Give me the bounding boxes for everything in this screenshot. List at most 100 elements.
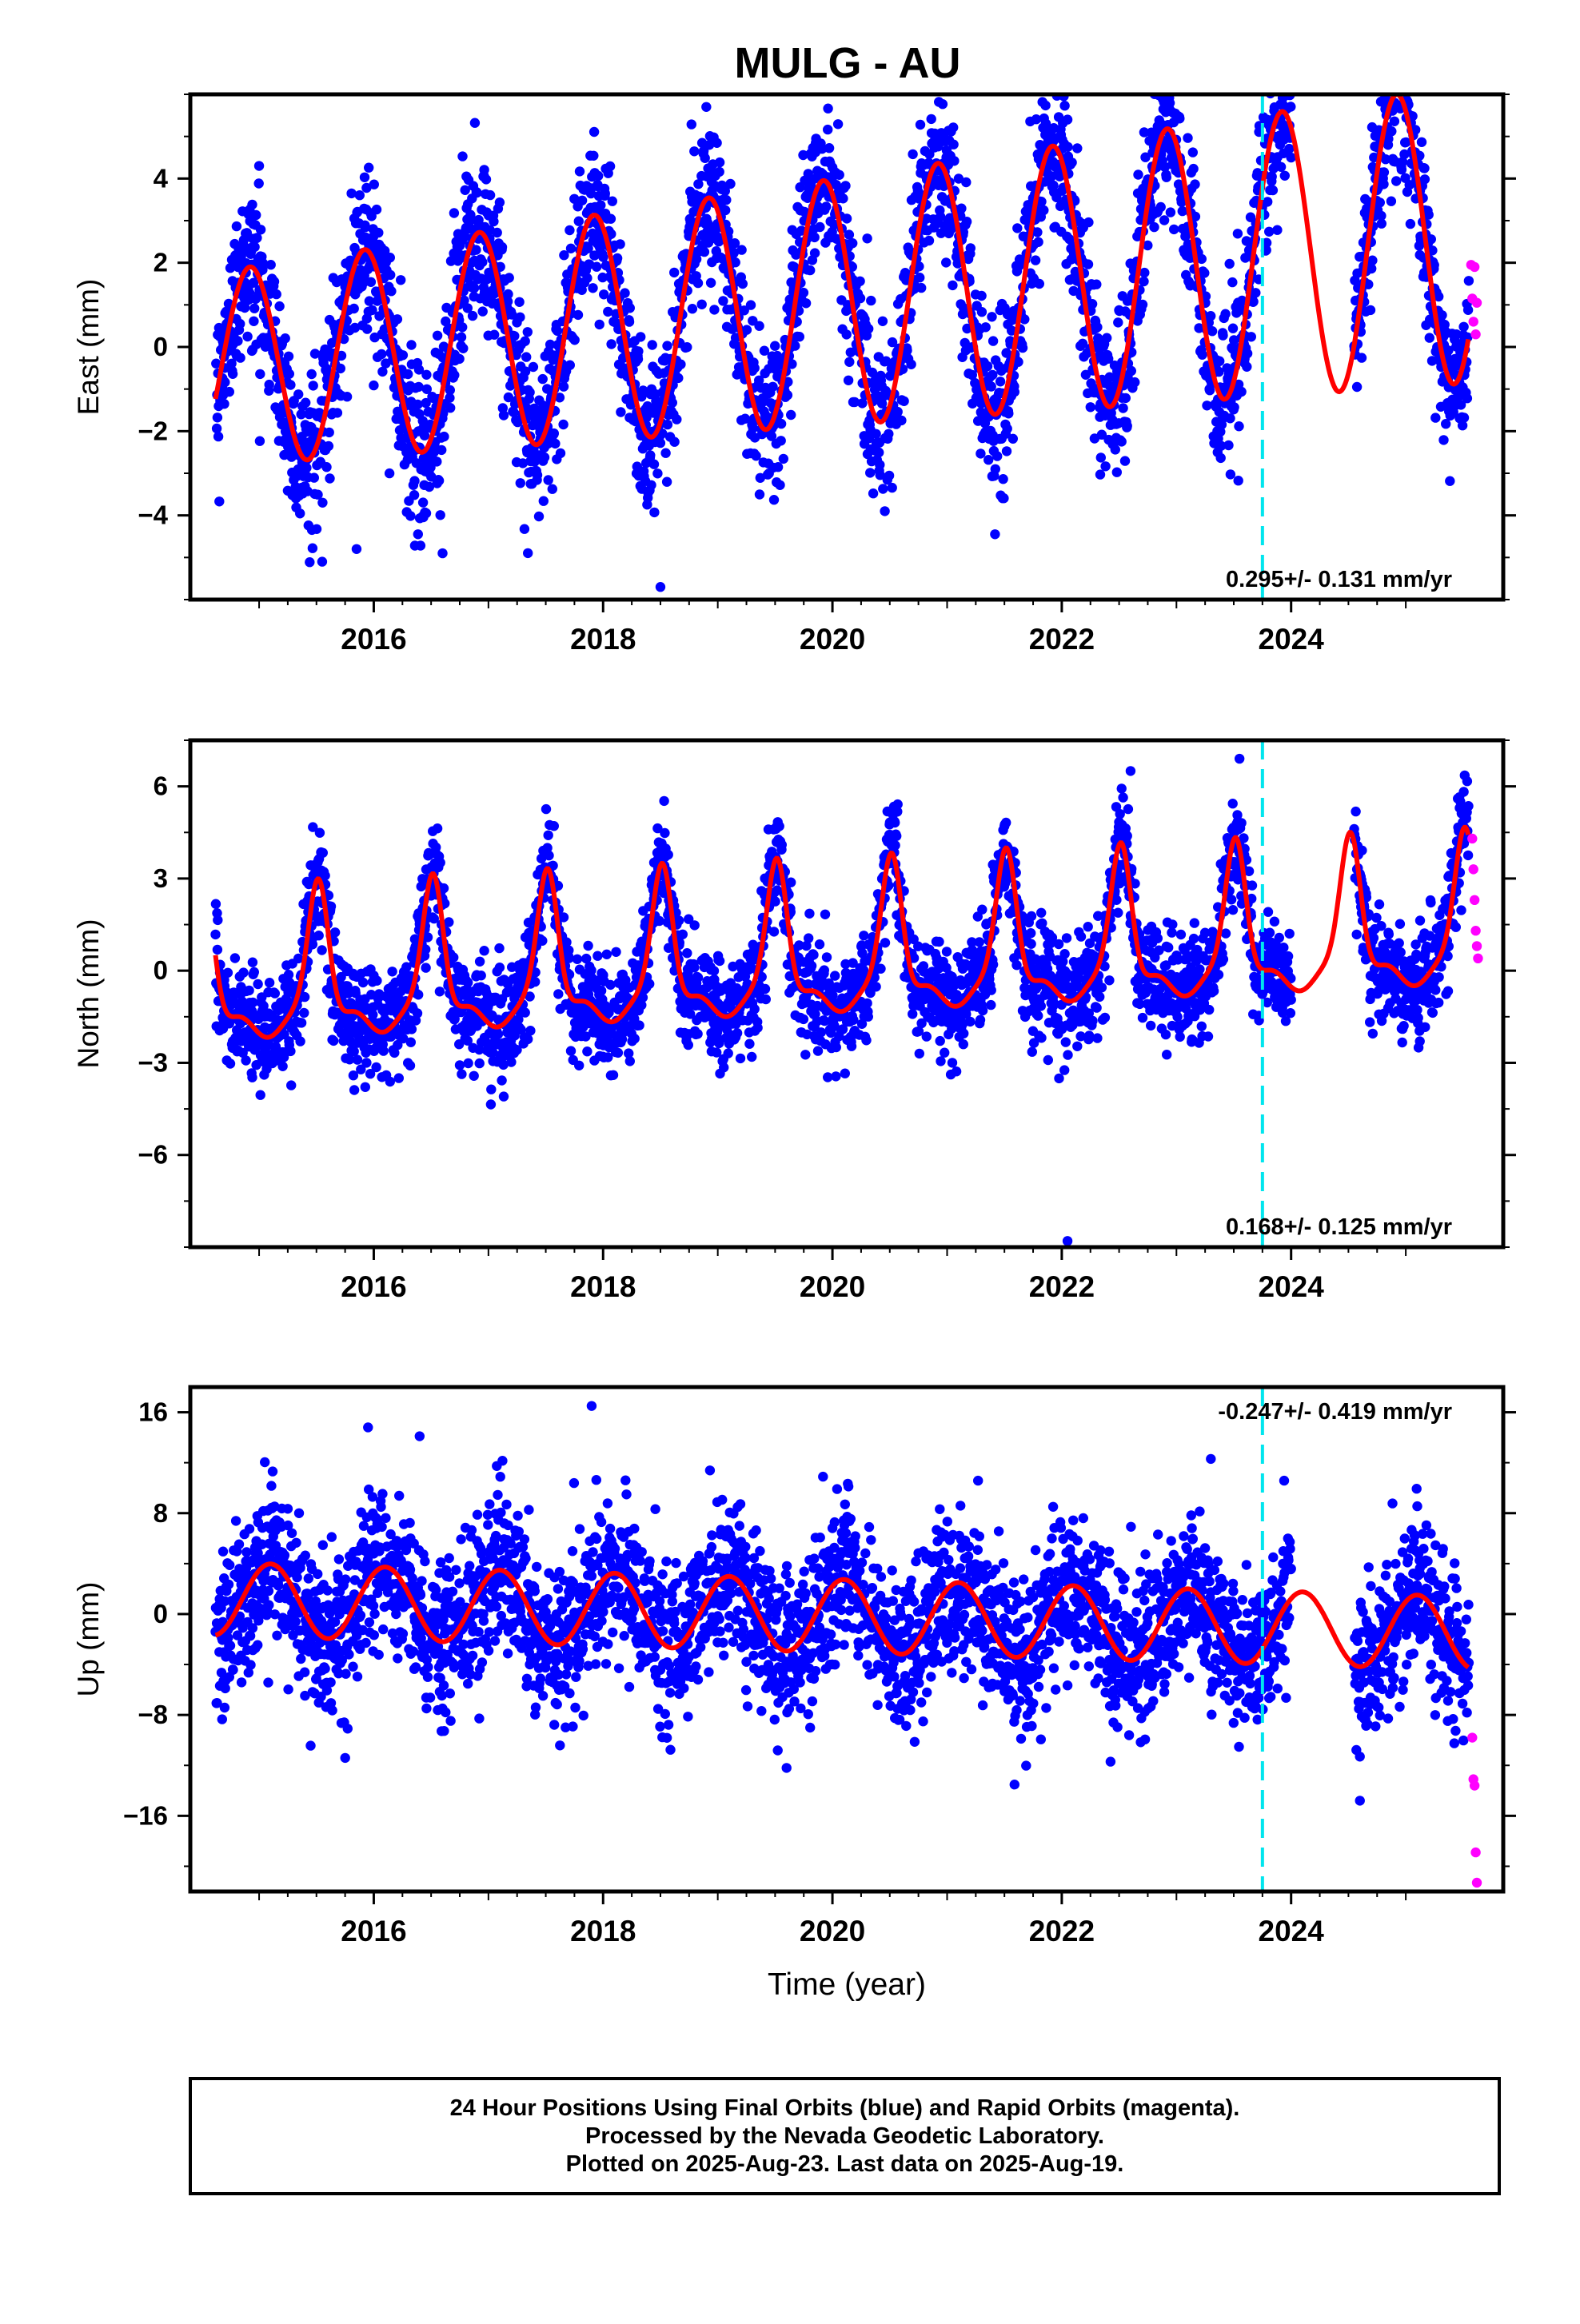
data-point [1437, 310, 1446, 320]
data-point [1218, 330, 1227, 340]
data-point [662, 341, 672, 350]
data-point [565, 225, 574, 235]
data-point [668, 398, 677, 408]
data-point [636, 332, 645, 341]
data-point [738, 279, 748, 289]
data-point [1059, 101, 1069, 110]
data-point [481, 174, 491, 184]
data-point [799, 288, 808, 297]
data-point [301, 463, 311, 472]
data-point [1225, 413, 1235, 423]
data-point [1229, 402, 1239, 412]
y-tick-label: 4 [154, 163, 169, 193]
y-axis-label: East (mm) [72, 279, 105, 416]
data-point [325, 473, 334, 483]
data-point [506, 1057, 516, 1066]
data-point [330, 927, 340, 937]
data-point [750, 363, 760, 373]
data-point [625, 303, 635, 313]
data-point [454, 354, 464, 364]
final-orbit-points [210, 754, 1473, 1246]
data-point-outlier [1063, 114, 1072, 124]
data-point [593, 171, 603, 181]
data-point [1445, 476, 1454, 486]
data-point [1379, 179, 1388, 189]
data-point [692, 1029, 702, 1038]
data-point [1242, 362, 1251, 372]
data-point [1406, 219, 1415, 229]
data-point [1268, 185, 1278, 195]
data-point [499, 1091, 509, 1101]
data-point [682, 342, 692, 352]
data-point [540, 452, 549, 462]
data-point [1083, 259, 1093, 269]
data-point [307, 369, 317, 379]
data-point [396, 275, 405, 285]
data-point [1375, 197, 1385, 207]
data-point [1394, 82, 1403, 91]
data-point [413, 990, 423, 999]
data-point [981, 322, 991, 332]
data-point [1039, 205, 1048, 215]
data-point [436, 858, 445, 867]
rapid-data-point [1472, 298, 1482, 308]
data-point [355, 190, 365, 200]
data-point [724, 1048, 733, 1058]
data-point [249, 304, 259, 313]
data-point [987, 381, 996, 391]
data-point [1280, 171, 1290, 181]
data-point [840, 181, 850, 190]
y-tick-label: −2 [138, 416, 168, 445]
data-point [1379, 167, 1389, 177]
data-point [948, 122, 958, 132]
data-point [493, 228, 502, 237]
data-point [805, 265, 815, 275]
data-point [499, 410, 509, 420]
data-point [956, 204, 966, 213]
data-point [373, 228, 383, 237]
data-point [856, 293, 865, 303]
data-point [1095, 469, 1105, 479]
data-point [387, 967, 397, 976]
data-point [486, 1099, 496, 1109]
data-point [1164, 74, 1174, 84]
data-point [833, 119, 843, 129]
data-point [801, 298, 811, 308]
data-point [760, 984, 770, 994]
data-point [1127, 366, 1136, 376]
data-point [295, 508, 305, 518]
data-point [478, 306, 488, 316]
data-point [663, 420, 672, 429]
data-point [776, 419, 786, 429]
data-point [394, 1073, 404, 1082]
data-point [835, 170, 844, 180]
data-point [1215, 357, 1224, 366]
chart-title: MULG - AU [735, 39, 961, 87]
data-point [1138, 300, 1147, 309]
data-point [272, 289, 281, 299]
data-point [230, 953, 240, 963]
data-point [697, 300, 707, 309]
data-point [1159, 215, 1169, 225]
data-point [916, 120, 925, 130]
data-point [1234, 476, 1243, 485]
data-point [776, 436, 786, 445]
data-point [445, 385, 455, 395]
data-point [538, 374, 548, 384]
data-point [625, 1056, 635, 1066]
data-point [358, 978, 368, 987]
data-point [213, 945, 222, 955]
data-point [525, 388, 534, 397]
data-point [284, 352, 293, 361]
data-point [1032, 227, 1042, 237]
data-point [457, 151, 467, 161]
data-point [371, 1062, 381, 1072]
data-point [1139, 277, 1148, 286]
data-point [1033, 237, 1043, 247]
data-point [1171, 45, 1181, 54]
data-point [999, 493, 1008, 503]
data-point [855, 277, 864, 286]
data-point [589, 127, 599, 137]
data-point [725, 179, 735, 189]
data-point [844, 229, 854, 239]
